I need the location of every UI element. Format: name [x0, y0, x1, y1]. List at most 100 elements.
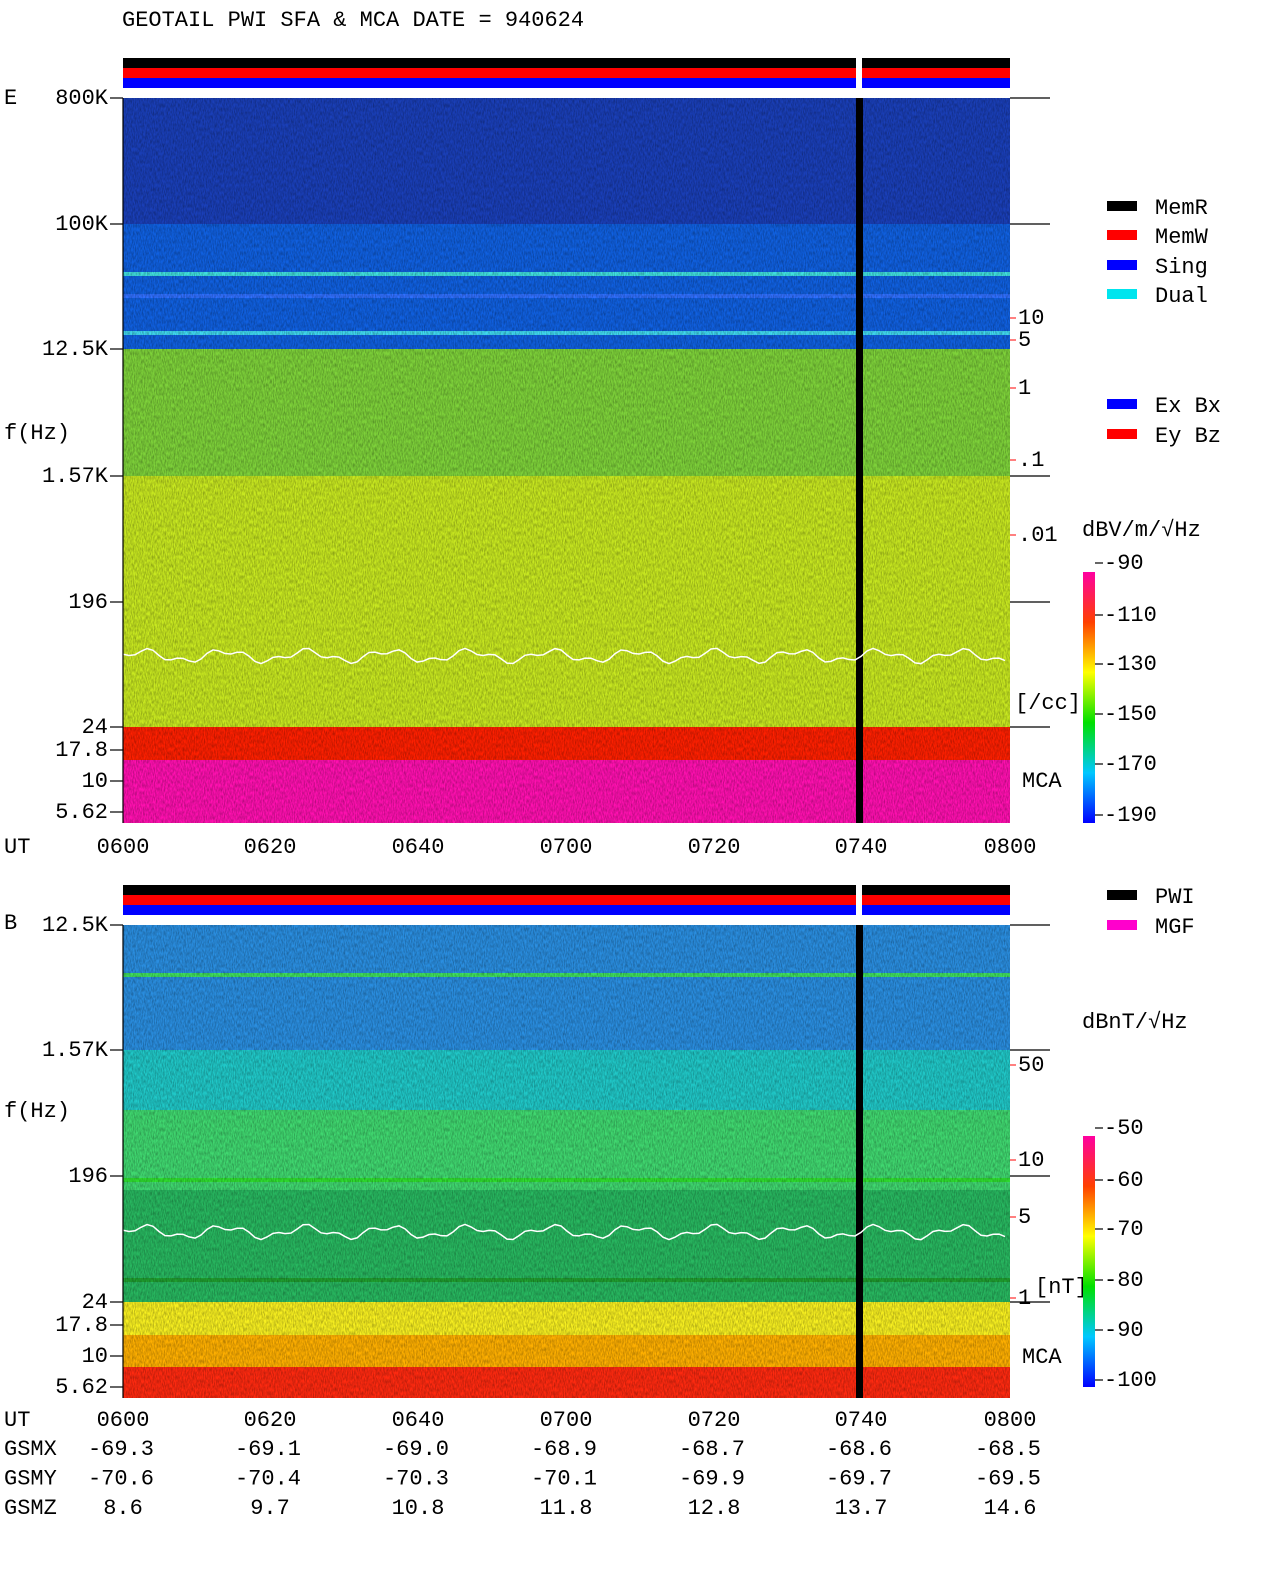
y-tick-label: 100K — [55, 212, 109, 237]
legend-swatch — [1107, 289, 1137, 299]
legend-label: Ey Bz — [1155, 424, 1221, 449]
legend-label: PWI — [1155, 885, 1195, 910]
legends: MemR MemW Sing Dual Ex Bx Ey Bz PWI MGF — [1107, 196, 1221, 940]
density-tick-label: 1 — [1018, 1286, 1031, 1311]
y-tick-label: 800K — [55, 86, 109, 111]
x-tick-label: 0720 — [688, 835, 741, 860]
legend-label: MGF — [1155, 915, 1195, 940]
panel-label: B — [4, 911, 17, 936]
mca-label: MCA — [1022, 1345, 1062, 1370]
legend-swatch — [1107, 429, 1137, 439]
y-axis-label: f(Hz) — [4, 1099, 70, 1124]
status-bar — [123, 68, 1010, 78]
legend-label: MemR — [1155, 196, 1208, 221]
y-tick-label: 196 — [68, 1164, 108, 1189]
legend-swatch — [1107, 260, 1137, 270]
legend-swatch — [1107, 920, 1137, 930]
density-tick-label: .1 — [1018, 448, 1044, 473]
x-axis-label: UT — [4, 1408, 30, 1433]
orbit-value: -69.9 — [679, 1466, 745, 1491]
orbit-row-label: GSMY — [4, 1466, 57, 1491]
spectrogram-texture — [123, 98, 1010, 823]
legend-label: Ex Bx — [1155, 394, 1221, 419]
orbit-value: 11.8 — [540, 1496, 593, 1521]
x-tick-label: 0600 — [97, 835, 150, 860]
orbit-value: -70.6 — [88, 1466, 154, 1491]
y-axis-label: f(Hz) — [4, 421, 70, 446]
density-tick-label: 5 — [1018, 1205, 1031, 1230]
density-tick-label: 10 — [1018, 1148, 1044, 1173]
orbit-value: -69.5 — [975, 1466, 1041, 1491]
x-tick-label: 0800 — [984, 1408, 1037, 1433]
status-bar — [123, 895, 1010, 905]
orbit-value: -68.9 — [531, 1437, 597, 1462]
y-tick-label: 17.8 — [55, 738, 108, 763]
y-tick-label: 1.57K — [42, 1038, 109, 1063]
legend-swatch — [1107, 890, 1137, 900]
colorbar-tick-label: -100 — [1104, 1368, 1157, 1393]
x-tick-label: 0700 — [540, 1408, 593, 1433]
colorbar-tick-label: -80 — [1104, 1268, 1144, 1293]
orbit-value: -69.7 — [826, 1466, 892, 1491]
colorbar-unit: dBnT/√Hz — [1082, 1010, 1188, 1035]
orbit-value: 8.6 — [103, 1496, 143, 1521]
orbit-row-label: GSMZ — [4, 1496, 57, 1521]
density-tick-label: 10 — [1018, 306, 1044, 331]
colorbar-tick-label: -70 — [1104, 1217, 1144, 1242]
orbit-value: -70.1 — [531, 1466, 597, 1491]
density-unit: [nT] — [1035, 1275, 1088, 1300]
mca-label: MCA — [1022, 769, 1062, 794]
y-tick-label: 5.62 — [55, 800, 108, 825]
x-tick-label: 0740 — [835, 835, 888, 860]
x-tick-label: 0800 — [984, 835, 1037, 860]
colorbar-tick-label: -90 — [1104, 1318, 1144, 1343]
x-tick-label: 0620 — [244, 835, 297, 860]
y-tick-label: 5.62 — [55, 1375, 108, 1400]
colorbar-tick-label: -130 — [1104, 652, 1157, 677]
orbit-row-label: GSMX — [4, 1437, 57, 1462]
density-tick-label: 5 — [1018, 328, 1031, 353]
y-tick-label: 196 — [68, 590, 108, 615]
orbit-value: -69.0 — [383, 1437, 449, 1462]
orbit-value: -68.5 — [975, 1437, 1041, 1462]
orbit-value: -69.3 — [88, 1437, 154, 1462]
colorbar — [1083, 1136, 1095, 1387]
colorbar-tick-label: -60 — [1104, 1168, 1144, 1193]
density-tick-label: 1 — [1018, 376, 1031, 401]
density-trace — [122, 1223, 1006, 1241]
y-tick-label: 17.8 — [55, 1313, 108, 1338]
orbit-table: GSMX -69.3 -69.1 -69.0 -68.9 -68.7 -68.6 -68.5 G… — [4, 1437, 1041, 1521]
orbit-value: -70.4 — [235, 1466, 301, 1491]
legend-label: Dual — [1155, 284, 1208, 309]
title: GEOTAIL PWI SFA & MCA DATE = 940624 — [122, 8, 584, 33]
density-trace — [122, 647, 1006, 665]
x-tick-label: 0700 — [540, 835, 593, 860]
y-tick-label: 12.5K — [42, 913, 109, 938]
orbit-value: 14.6 — [984, 1496, 1037, 1521]
colorbar-tick-label: -90 — [1104, 551, 1144, 576]
colorbar — [1083, 572, 1095, 823]
status-gap — [856, 58, 862, 88]
density-tick-label: .01 — [1018, 523, 1058, 548]
y-tick-label: 10 — [82, 769, 108, 794]
data-gap — [856, 925, 863, 1398]
colorbar-unit: dBV/m/√Hz — [1082, 518, 1201, 543]
orbit-value: 9.7 — [250, 1496, 290, 1521]
y-tick-label: 24 — [82, 715, 108, 740]
x-tick-label: 0720 — [688, 1408, 741, 1433]
orbit-value: 13.7 — [835, 1496, 888, 1521]
x-tick-label: 0740 — [835, 1408, 888, 1433]
spectrogram-texture — [123, 925, 1010, 1398]
legend-swatch — [1107, 399, 1137, 409]
orbit-value: 12.8 — [688, 1496, 741, 1521]
x-tick-label: 0620 — [244, 1408, 297, 1433]
legend-label: Sing — [1155, 255, 1208, 280]
density-tick-label: 50 — [1018, 1053, 1044, 1078]
legend-swatch — [1107, 230, 1137, 240]
status-bar — [123, 78, 1010, 88]
status-bar — [123, 905, 1010, 915]
orbit-value: -68.7 — [679, 1437, 745, 1462]
colorbar-tick-label: -110 — [1104, 603, 1157, 628]
x-tick-label: 0640 — [392, 835, 445, 860]
